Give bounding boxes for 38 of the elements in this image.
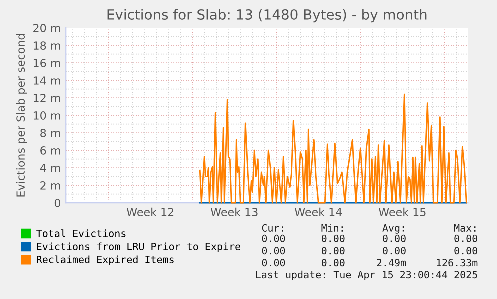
text: Min: <box>322 224 344 232</box>
line-series <box>199 94 468 204</box>
chart-title: Evictions for Slab: 13 (1480 Bytes) - by month <box>108 9 427 23</box>
text: 0.00 <box>262 247 286 255</box>
y-tick-label: 0 <box>54 198 60 208</box>
y-tick-label: 20 m <box>34 24 60 32</box>
y-tick-label: 16 m <box>34 59 60 68</box>
y-tick-label: 12 m <box>34 94 60 102</box>
x-tick-label: Week 15 <box>378 208 426 216</box>
text: 0.00 <box>262 234 286 242</box>
y-tick-label: 10 m <box>34 112 60 120</box>
text: Max: <box>454 224 476 232</box>
text: 0.00 <box>454 247 478 255</box>
text: Avg: <box>382 224 404 234</box>
text: 0.00 <box>322 234 345 242</box>
y-tick-label: 4 m <box>40 164 60 172</box>
y-tick-label: 6 m <box>40 146 60 155</box>
text: 126.33m <box>437 259 478 267</box>
y-tick-label: 2 m <box>40 182 60 190</box>
text: 0.00 <box>262 259 286 267</box>
text: 0.00 <box>454 234 478 242</box>
y-tick-label: 14 m <box>34 76 60 85</box>
text: 0.00 <box>383 247 406 255</box>
y-axis-title: Evictions per Slab per second <box>16 34 28 197</box>
y-tick-label: 8 m <box>40 129 60 138</box>
legend-label: Reclaimed Expired Items <box>37 256 174 266</box>
y-tick-label: 18 m <box>34 42 60 50</box>
x-tick-label: Week 12 <box>126 208 174 216</box>
legend-label: Total Evictions <box>36 230 126 238</box>
x-tick-label: Week 13 <box>210 208 258 216</box>
text: 0.00 <box>383 234 406 242</box>
legend-label: Evictions from LRU Prior to Expire <box>37 242 240 252</box>
x-tick-label: Week 14 <box>294 208 342 216</box>
text: Cur: <box>262 224 284 232</box>
text: 0.00 <box>322 247 345 255</box>
text: 0.00 <box>322 259 345 267</box>
text: 2.49m <box>377 259 406 267</box>
text: Last update: Tue Apr 15 23:00:44 2025 <box>256 270 478 281</box>
